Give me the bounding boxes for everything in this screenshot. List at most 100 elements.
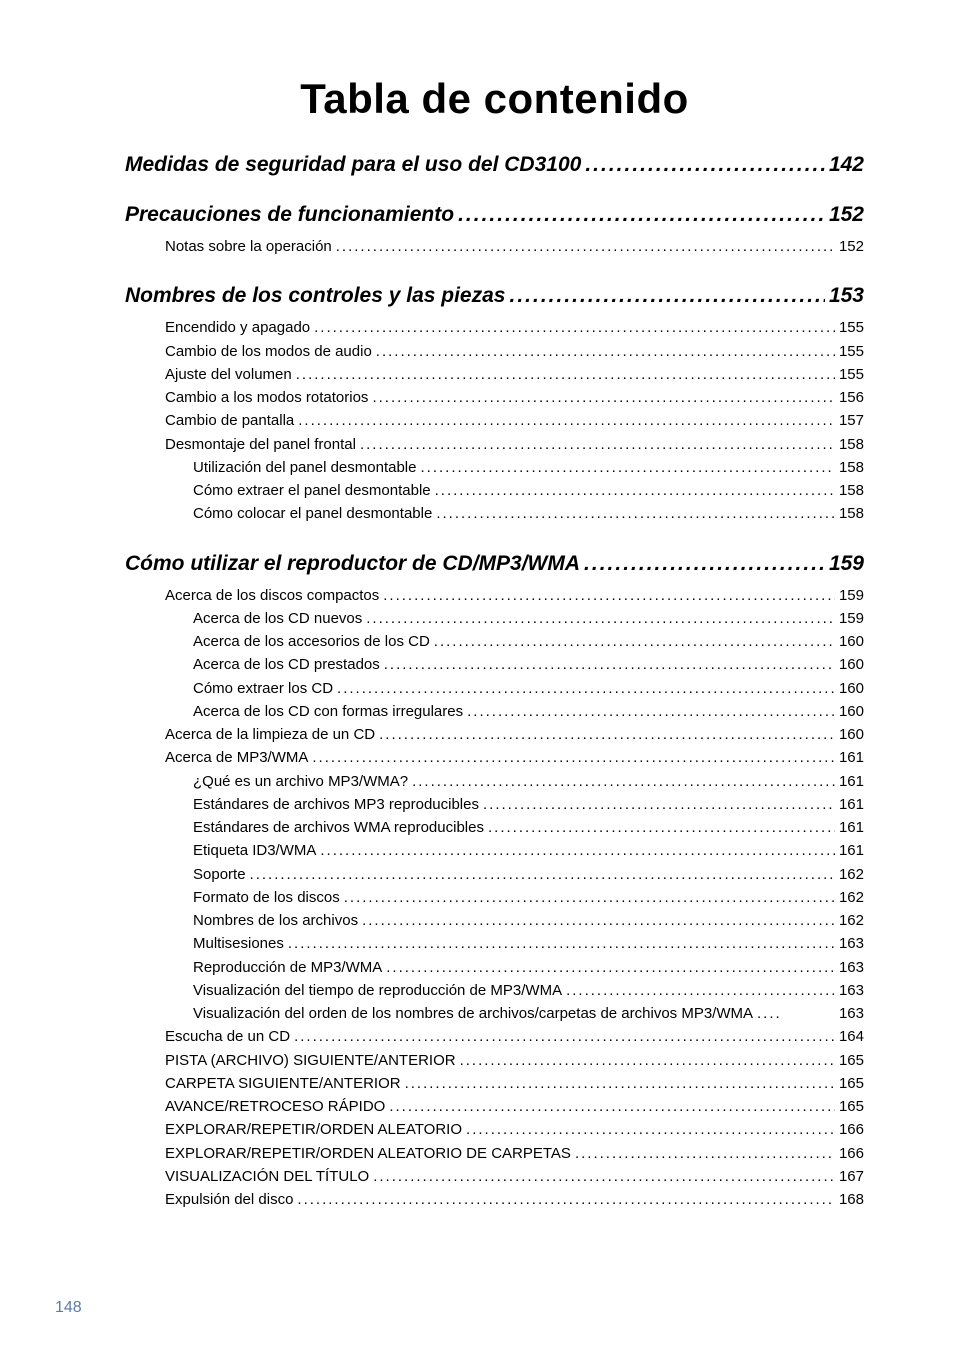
toc-item: EXPLORAR/REPETIR/ORDEN ALEATORIO 166 — [125, 1118, 864, 1141]
page-number: 148 — [55, 1299, 82, 1317]
toc-item-page: 160 — [839, 700, 864, 723]
toc-dot-leader — [344, 886, 835, 909]
toc-dot-leader — [312, 746, 835, 769]
toc-section-row: Precauciones de funcionamiento 152 — [125, 203, 864, 227]
toc-item-label: Cambio de los modos de audio — [165, 340, 372, 363]
toc-item-label: Cómo extraer el panel desmontable — [193, 479, 431, 502]
toc-item: Acerca de MP3/WMA 161 — [125, 746, 864, 769]
toc-item: AVANCE/RETROCESO RÁPIDO 165 — [125, 1095, 864, 1118]
toc-item: Reproducción de MP3/WMA 163 — [125, 956, 864, 979]
toc-item-page: 155 — [839, 340, 864, 363]
toc-dot-leader — [298, 409, 835, 432]
toc-item-label: Estándares de archivos MP3 reproducibles — [193, 793, 479, 816]
toc-item-page: 159 — [839, 607, 864, 630]
toc-item-label: Cómo colocar el panel desmontable — [193, 502, 432, 525]
toc-item-label: Multisesiones — [193, 932, 284, 955]
toc-item: Visualización del tiempo de reproducción… — [125, 979, 864, 1002]
toc-dot-leader — [405, 1072, 835, 1095]
toc-item: Ajuste del volumen 155 — [125, 363, 864, 386]
toc-item-page: 168 — [839, 1188, 864, 1211]
toc-item-page: 166 — [839, 1142, 864, 1165]
toc-item: Cómo extraer el panel desmontable 158 — [125, 479, 864, 502]
toc-dot-leader — [360, 433, 835, 456]
toc-item-label: Notas sobre la operación — [165, 235, 332, 258]
toc-item-page: 162 — [839, 909, 864, 932]
toc-item-page: 161 — [839, 839, 864, 862]
toc-section-label: Medidas de seguridad para el uso del CD3… — [125, 153, 581, 177]
toc-item: Cambio de pantalla 157 — [125, 409, 864, 432]
toc-item: Acerca de los CD con formas irregulares … — [125, 700, 864, 723]
toc-item-page: 158 — [839, 456, 864, 479]
toc-item-label: Acerca de MP3/WMA — [165, 746, 308, 769]
toc-item-label: Cambio de pantalla — [165, 409, 294, 432]
toc-section-label: Nombres de los controles y las piezas — [125, 284, 505, 308]
toc-item: Acerca de los discos compactos 159 — [125, 584, 864, 607]
toc-item-page: 155 — [839, 316, 864, 339]
toc-item-label: CARPETA SIGUIENTE/ANTERIOR — [165, 1072, 401, 1095]
toc-item: Multisesiones 163 — [125, 932, 864, 955]
toc-section-page: 153 — [829, 284, 864, 308]
toc-item-label: VISUALIZACIÓN DEL TÍTULO — [165, 1165, 369, 1188]
toc-dot-leader — [384, 653, 835, 676]
toc-item-page: 161 — [839, 770, 864, 793]
toc-dot-leader — [386, 956, 835, 979]
toc-item-page: 160 — [839, 630, 864, 653]
toc-dot-leader — [297, 1188, 835, 1211]
toc-section-row: Nombres de los controles y las piezas 15… — [125, 284, 864, 308]
toc-item-page: 163 — [839, 956, 864, 979]
toc-item-label: Expulsión del disco — [165, 1188, 293, 1211]
toc-item-label: Encendido y apagado — [165, 316, 310, 339]
toc-item: Cómo colocar el panel desmontable 158 — [125, 502, 864, 525]
toc-dot-leader — [336, 235, 835, 258]
toc-dot-leader — [436, 502, 835, 525]
toc-item: Encendido y apagado 155 — [125, 316, 864, 339]
toc-item: EXPLORAR/REPETIR/ORDEN ALEATORIO DE CARP… — [125, 1142, 864, 1165]
toc-item: PISTA (ARCHIVO) SIGUIENTE/ANTERIOR 165 — [125, 1049, 864, 1072]
toc-section: Precauciones de funcionamiento 152 — [125, 203, 864, 227]
toc-item-page: 152 — [839, 235, 864, 258]
toc-item-label: Estándares de archivos WMA reproducibles — [193, 816, 484, 839]
toc-item-label: Etiqueta ID3/WMA — [193, 839, 316, 862]
toc-item: Notas sobre la operación 152 — [125, 235, 864, 258]
toc-item-label: Utilización del panel desmontable — [193, 456, 416, 479]
toc-item: Etiqueta ID3/WMA 161 — [125, 839, 864, 862]
toc-dot-leader — [467, 700, 835, 723]
toc-item: Acerca de los CD nuevos 159 — [125, 607, 864, 630]
toc-item-page: 164 — [839, 1025, 864, 1048]
toc-item-label: Ajuste del volumen — [165, 363, 292, 386]
toc-item-label: EXPLORAR/REPETIR/ORDEN ALEATORIO DE CARP… — [165, 1142, 571, 1165]
toc-dot-leader — [488, 816, 835, 839]
toc-dot-leader — [294, 1025, 835, 1048]
toc-item: Formato de los discos 162 — [125, 886, 864, 909]
toc-dot-leader — [575, 1142, 835, 1165]
toc-item-page: 162 — [839, 886, 864, 909]
toc-section-page: 142 — [829, 153, 864, 177]
toc-item: Estándares de archivos MP3 reproducibles… — [125, 793, 864, 816]
toc-dot-leader — [412, 770, 835, 793]
toc-dot-leader — [458, 203, 825, 227]
toc-item-label: Escucha de un CD — [165, 1025, 290, 1048]
toc-section: Nombres de los controles y las piezas 15… — [125, 284, 864, 308]
toc-item-page: 163 — [839, 979, 864, 1002]
toc-dot-leader — [435, 479, 835, 502]
toc-dot-leader — [420, 456, 834, 479]
toc-item: Nombres de los archivos 162 — [125, 909, 864, 932]
toc-item-page: 157 — [839, 409, 864, 432]
toc-item-label: Acerca de los CD prestados — [193, 653, 380, 676]
toc-item: CARPETA SIGUIENTE/ANTERIOR 165 — [125, 1072, 864, 1095]
toc-item: Escucha de un CD 164 — [125, 1025, 864, 1048]
toc-item-label: Acerca de los accesorios de los CD — [193, 630, 430, 653]
toc-dot-leader — [320, 839, 835, 862]
toc-dot-leader — [585, 153, 825, 177]
toc-item-label: Acerca de los discos compactos — [165, 584, 379, 607]
toc-section-label: Precauciones de funcionamiento — [125, 203, 454, 227]
toc-item-label: Cómo extraer los CD — [193, 677, 333, 700]
toc-item-page: 165 — [839, 1072, 864, 1095]
toc-section-row: Medidas de seguridad para el uso del CD3… — [125, 153, 864, 177]
toc-item-label: Acerca de la limpieza de un CD — [165, 723, 375, 746]
toc-section-row: Cómo utilizar el reproductor de CD/MP3/W… — [125, 552, 864, 576]
toc-item: Acerca de la limpieza de un CD 160 — [125, 723, 864, 746]
toc-item-label: Cambio a los modos rotatorios — [165, 386, 368, 409]
document-page: Tabla de contenido Medidas de seguridad … — [0, 0, 954, 1352]
toc-item: Soporte 162 — [125, 863, 864, 886]
